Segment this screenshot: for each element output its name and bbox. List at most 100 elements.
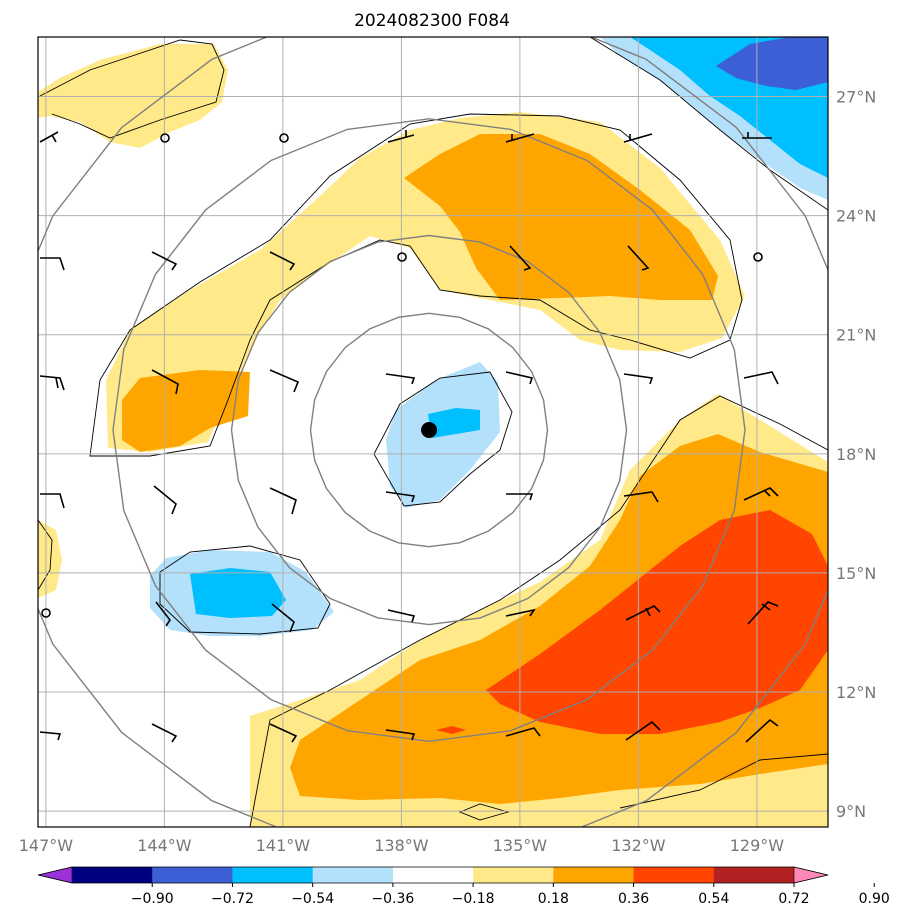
wind-barb (39, 375, 65, 391)
colorbar-segment (473, 867, 554, 883)
contour-line-sw (159, 545, 331, 635)
wind-barb (151, 251, 178, 271)
contour-fill-ne-darkblue (716, 37, 828, 90)
longitude-tick-label: 141°W (256, 836, 311, 855)
longitude-tick-label: 135°W (493, 836, 548, 855)
colorbar-tick-label: 0.54 (698, 891, 729, 907)
colorbar-extend-high (793, 866, 829, 884)
latitude-tick-label: 21°N (836, 326, 876, 345)
contour-fill-se-red (486, 510, 828, 734)
calm-wind-circle (41, 608, 51, 618)
contour-fill-nw-yellow (38, 44, 228, 148)
wind-barb (269, 487, 297, 515)
latitude-tick-label: 27°N (836, 88, 876, 107)
wind-barb (387, 130, 415, 143)
colorbar-segment (312, 867, 394, 883)
wind-barb (155, 601, 171, 627)
contour-line-small-south (458, 803, 510, 821)
colorbar-tick-label: 0.90 (859, 891, 890, 907)
latitude-tick-label: 9°N (836, 802, 866, 821)
wind-barb (625, 720, 661, 741)
colorbar-extend-low (37, 866, 73, 884)
colorbar-segment (152, 867, 233, 883)
colorbar-segment (72, 867, 153, 883)
map-frame (37, 36, 829, 828)
calm-wind-circle (397, 252, 407, 262)
contour-fill-sw-blue (190, 568, 286, 618)
contour-fill-small-red (436, 726, 466, 734)
wind-barb (505, 371, 534, 385)
wind-barb (505, 727, 541, 737)
colorbar-tick-label: −0.72 (211, 891, 254, 907)
latitude-tick-label: 15°N (836, 564, 876, 583)
range-ring (230, 234, 628, 626)
wind-barb (627, 245, 650, 271)
range-rings (38, 37, 828, 827)
wind-barb (39, 131, 59, 143)
wind-barb (39, 731, 62, 741)
colorbar-tick-label: 0.18 (538, 891, 569, 907)
wind-barb (385, 491, 416, 503)
wind-barb (269, 251, 296, 271)
wind-barb (151, 723, 178, 743)
wind-barb (269, 369, 300, 393)
colorbar-tick-label: 0.72 (778, 891, 809, 907)
colorbar-segment (633, 867, 715, 883)
wind-barb (385, 373, 416, 385)
colorbar-tick-label: 0.36 (618, 891, 649, 907)
colorbar-tick-label: −0.36 (371, 891, 414, 907)
colorbar-segment (232, 867, 314, 883)
colorbar-tick-label: −0.54 (291, 891, 334, 907)
calm-wind-circle (753, 252, 763, 262)
wind-barbs (39, 130, 779, 743)
contour-fill-west-yellow (38, 520, 62, 598)
longitude-labels: 147°W 144°W 141°W 138°W 135°W 132°W 129°W (19, 836, 785, 855)
contour-fill-center-blue (428, 408, 480, 438)
wind-barb (40, 257, 65, 271)
storm-center-marker (421, 422, 438, 439)
wind-barb (385, 729, 416, 741)
range-ring (38, 37, 828, 827)
filled-contours-red (436, 510, 828, 734)
contour-fill-west-orange (122, 370, 250, 452)
wind-barb (151, 369, 179, 395)
latitude-tick-label: 18°N (836, 445, 876, 464)
colorbar-segment (713, 867, 795, 883)
wind-barb (509, 245, 532, 271)
wind-barb (40, 493, 65, 509)
contour-line-nw (39, 39, 225, 139)
wind-barb (623, 373, 654, 385)
longitude-tick-label: 138°W (374, 836, 429, 855)
contour-line-ne (589, 37, 828, 211)
wind-barb (506, 493, 534, 501)
contour-lines (38, 37, 828, 827)
wind-barb (743, 371, 779, 385)
calm-wind-circle (279, 133, 289, 143)
longitude-tick-label: 132°W (611, 836, 666, 855)
wind-barb (505, 608, 536, 617)
wind-barb (623, 133, 653, 143)
map-title: 2024082300 F084 (354, 11, 510, 31)
colorbar: −0.90 −0.72 −0.54 −0.36 −0.18 0.18 0.36 0.54 0.7… (37, 866, 890, 907)
wind-barb (505, 133, 535, 143)
latitude-tick-label: 12°N (836, 683, 876, 702)
wind-barb (742, 132, 772, 139)
longitude-tick-label: 144°W (137, 836, 192, 855)
range-ring (112, 118, 746, 743)
contour-line-se (249, 395, 828, 827)
colorbar-segment (553, 867, 635, 883)
contour-line-center (373, 371, 513, 507)
wind-barb (745, 718, 779, 743)
wind-barb (387, 609, 416, 623)
colorbar-tick-label: −0.18 (452, 891, 495, 907)
range-ring (309, 312, 549, 548)
colorbar-segment (392, 867, 474, 883)
longitude-tick-label: 147°W (19, 836, 74, 855)
contour-line-arc-outer (89, 113, 743, 457)
wind-barb (743, 487, 779, 501)
contour-line-south (619, 753, 828, 809)
calm-wind-circle (160, 133, 170, 143)
map-area (38, 37, 828, 827)
colorbar-tick-label: −0.90 (131, 891, 174, 907)
wind-barb (271, 603, 295, 633)
